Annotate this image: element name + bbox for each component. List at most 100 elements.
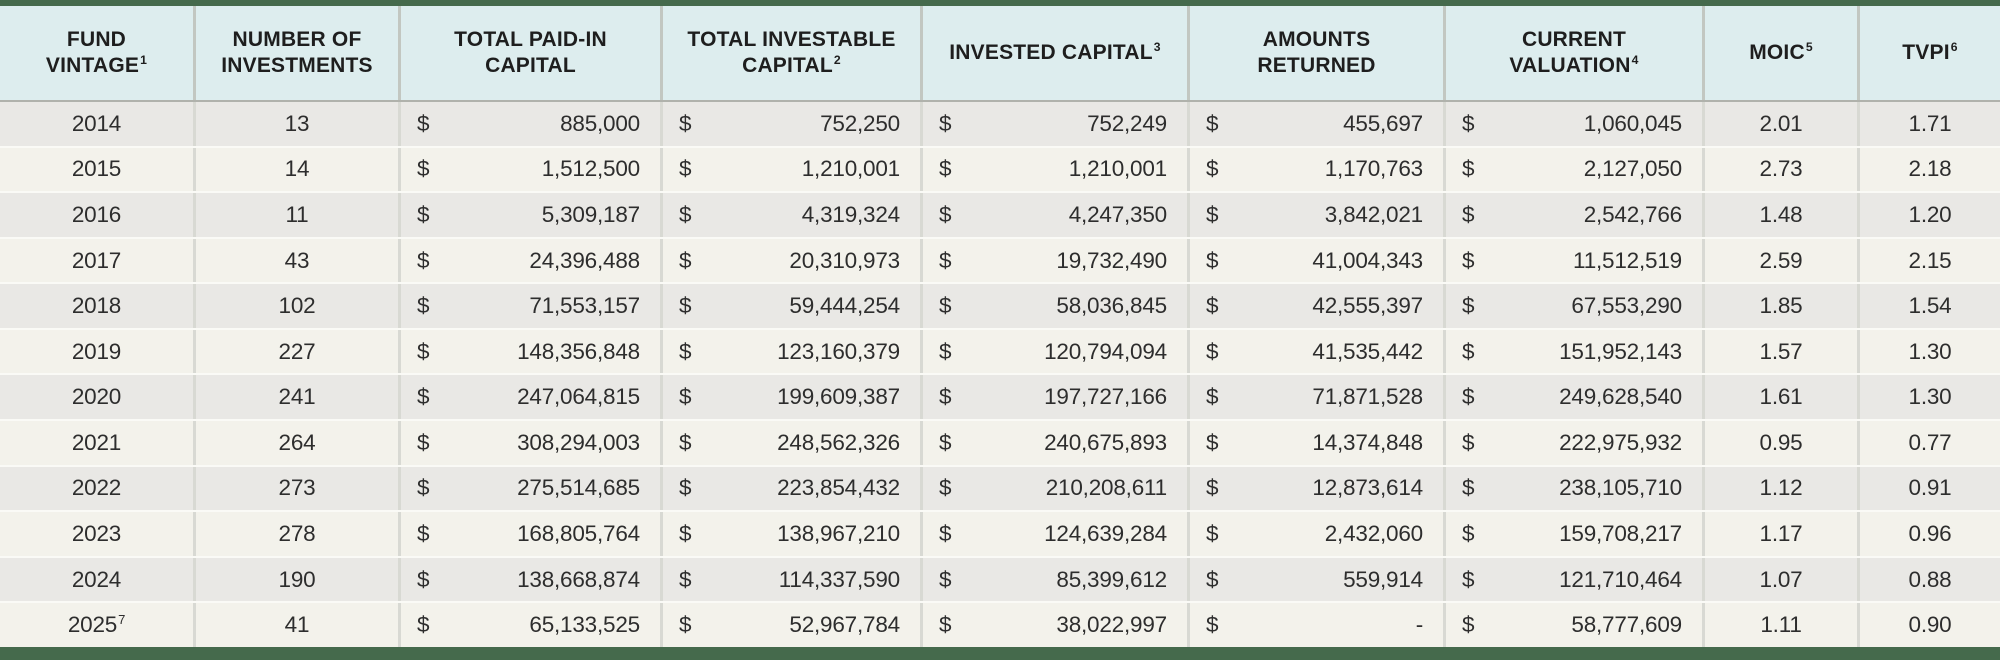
cell-value: 275,514,685: [517, 475, 640, 501]
cell-2021-returned: $14,374,848: [1187, 421, 1443, 465]
dollar-sign: $: [1462, 247, 1475, 273]
dollar-sign: $: [1462, 520, 1475, 546]
footnote-marker-7: 7: [118, 611, 126, 627]
cell-2021-num_investments: 264: [193, 421, 398, 465]
cell-value: 4,247,350: [1068, 201, 1167, 227]
cell-2020-paid_in: $247,064,815: [398, 375, 660, 420]
dollar-sign: $: [939, 566, 952, 592]
table-row-2022: 2022 273 $275,514,685 $223,854,432 $210,208,…: [0, 464, 2000, 511]
cell-2014-valuation: $1,060,045: [1443, 102, 1702, 146]
dollar-sign: $: [1206, 110, 1219, 136]
dollar-sign: $: [939, 475, 952, 501]
dollar-sign: $: [417, 201, 430, 227]
cell-value: 38,022,997: [1056, 612, 1167, 638]
cell-value: 1,210,001: [1068, 156, 1167, 182]
cell-2022-moic: 1.12: [1702, 466, 1857, 511]
dollar-sign: $: [679, 293, 692, 319]
dollar-sign: $: [679, 384, 692, 410]
cell-value: 1,210,001: [801, 156, 900, 182]
dollar-sign: $: [1462, 293, 1475, 319]
cell-value: 41,004,343: [1312, 247, 1423, 273]
cell-value: 168,805,764: [517, 520, 640, 546]
cell-value: 11,512,519: [1573, 247, 1682, 273]
top-accent-bar: [0, 0, 2000, 6]
cell-value: 67,553,290: [1571, 293, 1682, 319]
table-row-2019: 2019 227 $148,356,848 $123,160,379 $120,794,…: [0, 327, 2000, 374]
cell-2021-paid_in: $308,294,003: [398, 421, 660, 465]
cell-2015-num_investments: 14: [193, 147, 398, 192]
table-row-2024: 2024 190 $138,668,874 $114,337,590 $85,399,6…: [0, 555, 2000, 602]
cell-value: 1.85: [1759, 293, 1803, 319]
cell-value: 138,668,874: [517, 566, 640, 592]
column-header-label: NUMBER OF INVESTMENTS: [221, 28, 373, 77]
column-header-tvpi: TVPI6: [1857, 6, 2000, 100]
cell-2023-investable: $138,967,210: [660, 512, 920, 556]
dollar-sign: $: [939, 293, 952, 319]
cell-2016-returned: $3,842,021: [1187, 193, 1443, 237]
cell-2015-moic: 2.73: [1702, 147, 1857, 192]
cell-value: 238,105,710: [1559, 475, 1682, 501]
cell-value: 1,170,763: [1324, 156, 1423, 182]
table-header-row: FUND VINTAGE1 NUMBER OF INVESTMENTS TOTAL …: [0, 6, 2000, 102]
cell-2025-valuation: $58,777,609: [1443, 603, 1702, 647]
cell-2017-paid_in: $24,396,488: [398, 238, 660, 283]
cell-2021-invested: $240,675,893: [920, 421, 1187, 465]
cell-2024-investable: $114,337,590: [660, 557, 920, 602]
cell-value: 1.57: [1759, 338, 1803, 364]
cell-2020-num_investments: 241: [193, 375, 398, 420]
cell-2014-tvpi: 1.71: [1857, 102, 2000, 146]
cell-2018-tvpi: 1.54: [1857, 284, 2000, 328]
dollar-sign: $: [417, 566, 430, 592]
cell-2023-num_investments: 278: [193, 512, 398, 556]
cell-value: 222,975,932: [1559, 429, 1682, 455]
dollar-sign: $: [1462, 384, 1475, 410]
cell-2016-invested: $4,247,350: [920, 193, 1187, 237]
cell-2016-tvpi: 1.20: [1857, 193, 2000, 237]
cell-2024-invested: $85,399,612: [920, 557, 1187, 602]
cell-value: 1.20: [1908, 201, 1952, 227]
cell-value: 0.77: [1908, 429, 1952, 455]
cell-2025-num_investments: 41: [193, 603, 398, 647]
cell-value: 1.48: [1759, 201, 1803, 227]
cell-2015-valuation: $2,127,050: [1443, 147, 1702, 192]
cell-value: 4,319,324: [801, 201, 900, 227]
cell-value: 227: [278, 338, 316, 364]
dollar-sign: $: [417, 156, 430, 182]
cell-value: 278: [278, 520, 316, 546]
cell-value: 102: [278, 293, 316, 319]
cell-2020-valuation: $249,628,540: [1443, 375, 1702, 420]
cell-2014-invested: $752,249: [920, 102, 1187, 146]
cell-value: 1,060,045: [1583, 110, 1682, 136]
cell-value: 114,337,590: [778, 566, 900, 592]
cell-value: 2023: [71, 520, 122, 546]
cell-value: 41,535,442: [1312, 338, 1423, 364]
dollar-sign: $: [1206, 156, 1219, 182]
cell-value: 138,967,210: [777, 520, 900, 546]
cell-value: 2021: [71, 429, 122, 455]
cell-2014-num_investments: 13: [193, 102, 398, 146]
cell-2020-returned: $71,871,528: [1187, 375, 1443, 420]
column-header-vintage: FUND VINTAGE1: [0, 6, 193, 100]
cell-value: 42,555,397: [1312, 293, 1423, 319]
cell-value: 308,294,003: [517, 429, 640, 455]
cell-2018-investable: $59,444,254: [660, 284, 920, 328]
dollar-sign: $: [939, 384, 952, 410]
cell-value: 121,710,464: [1559, 566, 1682, 592]
cell-2023-vintage: 2023: [0, 512, 193, 556]
dollar-sign: $: [417, 429, 430, 455]
cell-value: 151,952,143: [1559, 338, 1682, 364]
cell-2019-returned: $41,535,442: [1187, 329, 1443, 374]
cell-value: 752,249: [1087, 110, 1167, 136]
column-header-label: FUND VINTAGE1: [45, 28, 148, 77]
cell-2018-valuation: $67,553,290: [1443, 284, 1702, 328]
cell-value: 2015: [71, 156, 122, 182]
cell-2016-paid_in: $5,309,187: [398, 193, 660, 237]
cell-value: 2.73: [1759, 156, 1803, 182]
cell-value: 41: [284, 612, 310, 638]
table-body: 2014 13 $885,000 $752,250 $752,249 $455,697 $1…: [0, 102, 2000, 647]
cell-2016-moic: 1.48: [1702, 193, 1857, 237]
footnote-marker-1: 1: [140, 53, 148, 67]
cell-2024-valuation: $121,710,464: [1443, 557, 1702, 602]
cell-2024-num_investments: 190: [193, 557, 398, 602]
cell-2019-vintage: 2019: [0, 330, 193, 374]
